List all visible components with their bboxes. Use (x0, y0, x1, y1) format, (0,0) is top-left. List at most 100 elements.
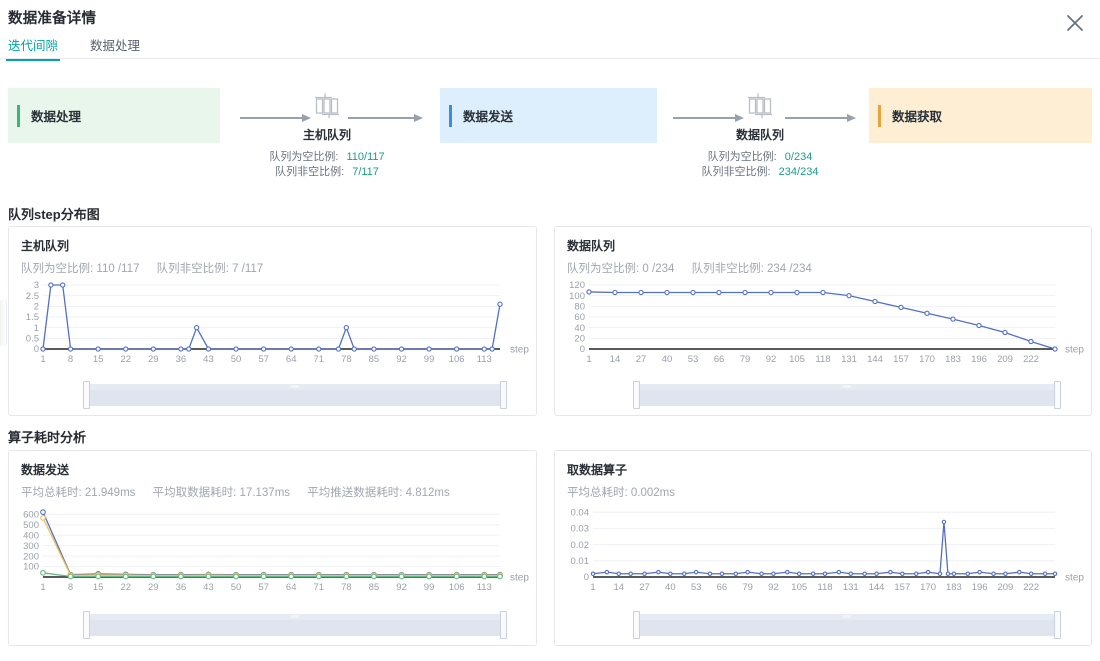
svg-text:99: 99 (424, 354, 435, 365)
svg-text:29: 29 (148, 354, 159, 365)
svg-text:222: 222 (1023, 354, 1039, 365)
svg-text:222: 222 (1023, 582, 1039, 593)
svg-text:92: 92 (396, 582, 407, 593)
stat-label: 队列为空比例: (21, 263, 94, 275)
slider-handle-left[interactable] (83, 381, 90, 409)
svg-text:20: 20 (574, 334, 585, 345)
svg-text:85: 85 (369, 582, 380, 593)
svg-text:0.02: 0.02 (571, 540, 590, 551)
svg-text:0: 0 (584, 572, 589, 583)
svg-text:99: 99 (424, 582, 435, 593)
svg-text:113: 113 (477, 354, 492, 365)
svg-text:106: 106 (449, 582, 465, 593)
svg-text:1.5: 1.5 (26, 312, 39, 323)
svg-text:43: 43 (203, 582, 214, 593)
svg-text:144: 144 (867, 354, 883, 365)
data-queue-chart[interactable]: 0 20 40 60 80 100 120 1 14 27 40 53 66 79 92 105 118 131 1… (555, 279, 1091, 371)
tab-data-processing[interactable]: 数据处理 (90, 39, 141, 53)
svg-text:50: 50 (231, 354, 242, 365)
card-fetch-operator: 取数据算子 平均总耗时: 0.002ms 0 0.01 0.02 0.03 0.04 1 1… (554, 450, 1092, 646)
slider-handle-right[interactable] (1054, 611, 1061, 639)
slider-handle-left[interactable] (633, 611, 640, 639)
svg-text:1: 1 (586, 354, 591, 365)
svg-text:79: 79 (742, 582, 753, 593)
svg-text:15: 15 (93, 354, 104, 365)
svg-text:60: 60 (574, 312, 585, 323)
slider-handle-right[interactable] (1054, 381, 1061, 409)
chart-zoom-slider[interactable] (633, 611, 1061, 639)
svg-text:120: 120 (569, 280, 585, 291)
svg-text:209: 209 (997, 354, 1013, 365)
flow-node-host-queue: 主机队列 队列为空比例: 110/117 队列非空比例: 7/117 (227, 88, 427, 180)
svg-text:43: 43 (203, 354, 214, 365)
slider-handle-right[interactable] (500, 381, 507, 409)
accent-bar (449, 104, 452, 127)
accent-bar (878, 104, 881, 127)
stat-label: 队列非空比例: (691, 263, 764, 275)
stat-value: 4.812ms (405, 487, 450, 499)
svg-text:0.04: 0.04 (571, 507, 590, 518)
flow-box-data-processing: 数据处理 (8, 88, 220, 143)
svg-text:36: 36 (176, 354, 187, 365)
chart-zoom-slider[interactable] (83, 611, 507, 639)
flow-arrow-2 (348, 114, 424, 122)
card-subtitle: 平均总耗时: 21.949ms 平均取数据耗时: 17.137ms 平均推送数据… (21, 484, 464, 500)
svg-text:400: 400 (23, 530, 39, 541)
flow-node-stats: 队列为空比例: 0/234 队列非空比例: 234/234 (660, 150, 860, 180)
left-drawer-handle[interactable] (0, 300, 7, 346)
svg-text:66: 66 (714, 354, 725, 365)
stat-label: 队列非空比例: (156, 263, 229, 275)
svg-text:79: 79 (740, 354, 751, 365)
svg-text:66: 66 (717, 582, 728, 593)
stat-value: 17.137ms (239, 487, 291, 499)
slider-handle-left[interactable] (633, 381, 640, 409)
section-title-queue-step: 队列step分布图 (8, 207, 100, 222)
svg-text:78: 78 (341, 582, 352, 593)
chart-zoom-slider[interactable] (83, 381, 507, 409)
empty-ratio-value: 110/117 (346, 151, 385, 163)
svg-text:71: 71 (313, 354, 324, 365)
close-icon[interactable] (1060, 8, 1090, 38)
svg-text:200: 200 (23, 551, 39, 562)
section-title-operator-time: 算子耗时分析 (8, 430, 87, 445)
flow-box-label: 数据处理 (31, 110, 82, 124)
card-title: 数据发送 (21, 463, 70, 477)
page-title: 数据准备详情 (8, 11, 97, 27)
svg-text:8: 8 (68, 582, 73, 593)
card-data-queue: 数据队列 队列为空比例: 0 /234 队列非空比例: 234 /234 0 20… (554, 226, 1092, 416)
tab-iteration-gap[interactable]: 迭代间隙 (6, 32, 61, 61)
host-queue-chart[interactable]: 0 0.5 1 1.5 2 2.5 3 1 8 15 22 29 36 43 50 57 64 71 78 85 92 9… (9, 279, 536, 371)
svg-text:600: 600 (23, 509, 39, 520)
svg-text:170: 170 (920, 582, 936, 593)
card-subtitle: 队列为空比例: 0 /234 队列非空比例: 234 /234 (567, 260, 826, 276)
svg-text:92: 92 (766, 354, 777, 365)
svg-text:22: 22 (120, 582, 131, 593)
card-title: 主机队列 (21, 239, 70, 253)
svg-text:118: 118 (817, 582, 832, 593)
svg-text:8: 8 (68, 354, 73, 365)
header-divider (0, 58, 1100, 59)
svg-text:40: 40 (665, 582, 676, 593)
queue-icon (227, 88, 427, 124)
card-data-send: 数据发送 平均总耗时: 21.949ms 平均取数据耗时: 17.137ms 平… (8, 450, 537, 646)
svg-text:64: 64 (286, 354, 297, 365)
queue-icon (660, 88, 860, 124)
svg-text:92: 92 (768, 582, 779, 593)
stat-label: 平均总耗时: (21, 487, 82, 499)
svg-text:85: 85 (369, 354, 380, 365)
svg-text:105: 105 (791, 582, 807, 593)
data-send-chart[interactable]: 100 200 300 400 500 600 1 8 15 22 29 36 43 50 57 64 71 78… (9, 503, 536, 599)
svg-text:131: 131 (843, 582, 859, 593)
chart-zoom-slider[interactable] (633, 381, 1061, 409)
fetch-operator-chart[interactable]: 0 0.01 0.02 0.03 0.04 1 14 27 40 53 66 79 92 105 118 13… (555, 503, 1091, 599)
svg-text:209: 209 (997, 582, 1013, 593)
page-header: 数据准备详情 迭代间隙 数据处理 (0, 0, 1100, 61)
svg-text:27: 27 (639, 582, 650, 593)
empty-ratio-label: 队列为空比例: (269, 151, 339, 163)
svg-text:0.5: 0.5 (26, 334, 39, 345)
slider-handle-right[interactable] (500, 611, 507, 639)
card-host-queue: 主机队列 队列为空比例: 110 /117 队列非空比例: 7 /117 0 0.… (8, 226, 537, 416)
card-title: 取数据算子 (567, 463, 628, 477)
slider-handle-left[interactable] (83, 611, 90, 639)
